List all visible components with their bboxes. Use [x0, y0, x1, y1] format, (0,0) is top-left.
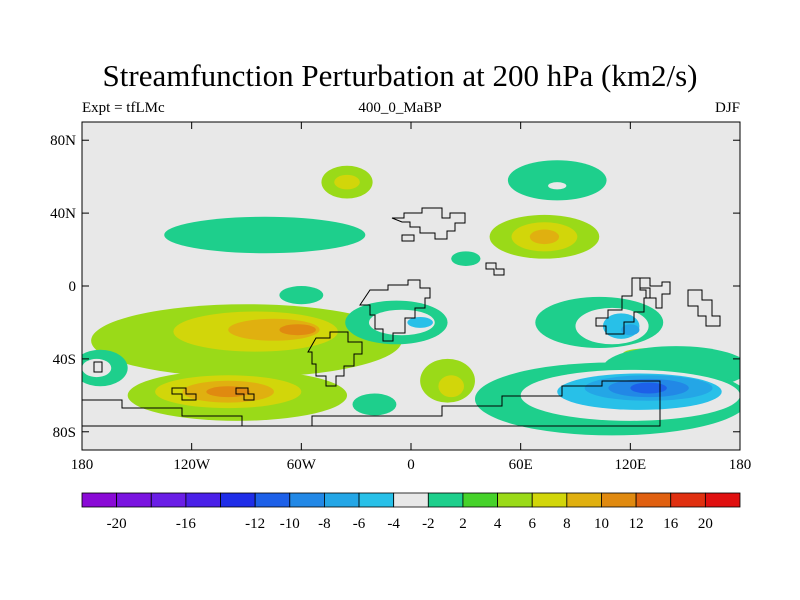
- colorbar-swatch: [601, 492, 637, 508]
- coastline-arabia: [485, 262, 505, 276]
- y-tick-label: 80N: [50, 133, 76, 149]
- y-tick-label: 0: [69, 279, 77, 295]
- x-tick-label: 60W: [287, 457, 317, 473]
- coastline-new-zealand: [93, 361, 103, 373]
- colorbar-swatch: [704, 492, 741, 508]
- contour-negative-region: [407, 316, 433, 328]
- colorbar-swatch: [427, 492, 464, 508]
- colorbar-swatch: [185, 492, 221, 508]
- colorbar-swatch: [670, 492, 706, 508]
- coastline-layer: [82, 207, 721, 427]
- colorbar-swatch: [116, 492, 152, 508]
- colorbar-swatch: [254, 492, 291, 508]
- contour-negative-region: [279, 286, 324, 305]
- figure-title: Streamfunction Perturbation at 200 hPa (…: [102, 58, 698, 93]
- coastline-antarctic-peninsula: [171, 387, 255, 401]
- colorbar-label: 12: [629, 516, 644, 532]
- coastline-pacific-islands: [687, 289, 721, 327]
- colorbar-label: 6: [528, 516, 536, 532]
- y-tick-label: 80S: [53, 425, 76, 441]
- contour-negative-region: [451, 251, 481, 266]
- colorbar-swatch: [289, 492, 325, 508]
- colorbar-swatch: [324, 492, 360, 508]
- colorbar-swatch: [497, 492, 533, 508]
- contour-negative-region: [368, 309, 435, 336]
- colorbar: -20 -16 -12 -10 -8 -6 -4 -2 2 4 6 8 10 12 16 20: [81, 492, 741, 532]
- contour-positive-region: [279, 324, 316, 336]
- coastline-south-america: [307, 331, 363, 387]
- colorbar-label: 2: [459, 516, 467, 532]
- coastline-maritime-continent: [639, 277, 671, 309]
- contour-negative-region: [621, 324, 640, 336]
- x-tick-label: 180: [729, 457, 752, 473]
- coastline-eurasia: [391, 207, 466, 240]
- experiment-label: Expt = tfLMc: [82, 100, 165, 116]
- x-tick-label: 0: [407, 457, 415, 473]
- colorbar-swatch: [358, 492, 395, 508]
- colorbar-label: -4: [387, 516, 400, 532]
- contour-negative-region: [630, 382, 667, 394]
- x-tick-label: 60E: [509, 457, 533, 473]
- colorbar-label: -10: [280, 516, 300, 532]
- season-label: DJF: [714, 100, 740, 116]
- colorbar-label: -20: [107, 516, 127, 532]
- contour-positive-region: [529, 229, 560, 245]
- colorbar-swatch: [81, 492, 118, 508]
- colorbar-swatch: [393, 492, 429, 508]
- contour-positive-region: [228, 318, 320, 341]
- axis-layer: 180 120W 60W 0 60E 120E 180 80N 40N 0 40S 80S: [50, 122, 751, 473]
- y-tick-label: 40S: [53, 352, 76, 368]
- contour-negative-region: [164, 216, 366, 254]
- colorbar-label: -8: [318, 516, 331, 532]
- contour-positive-region: [438, 375, 465, 398]
- colorbar-swatch: [635, 492, 672, 508]
- colorbar-swatch: [531, 492, 568, 508]
- contour-negative-region: [507, 160, 607, 201]
- colorbar-swatch: [462, 492, 498, 508]
- colorbar-swatch: [150, 492, 187, 508]
- contour-negative-region: [82, 358, 112, 378]
- colorbar-label: -6: [353, 516, 366, 532]
- contour-negative-region: [352, 393, 397, 416]
- contour-positive-region: [334, 174, 360, 190]
- x-tick-label: 120E: [614, 457, 646, 473]
- coastline-africa: [359, 279, 431, 342]
- colorbar-label: 16: [663, 516, 679, 532]
- colorbar-label: 20: [698, 516, 713, 532]
- colorbar-label: -12: [245, 516, 265, 532]
- colorbar-swatch: [220, 492, 256, 508]
- colorbar-label: -16: [176, 516, 196, 532]
- colorbar-label: 4: [494, 516, 502, 532]
- y-tick-label: 40N: [50, 206, 76, 222]
- contour-fill-layer: [82, 160, 740, 436]
- coastline-antarctica: [82, 380, 661, 427]
- x-tick-label: 120W: [173, 457, 211, 473]
- contour-negative-region: [548, 182, 567, 190]
- coastline-caspian: [401, 234, 415, 242]
- colorbar-swatch: [566, 492, 602, 508]
- colorbar-label: 8: [563, 516, 571, 532]
- colorbar-label: -2: [422, 516, 435, 532]
- x-tick-label: 180: [71, 457, 94, 473]
- colorbar-label: 10: [594, 516, 609, 532]
- period-label: 400_0_MaBP: [358, 100, 442, 116]
